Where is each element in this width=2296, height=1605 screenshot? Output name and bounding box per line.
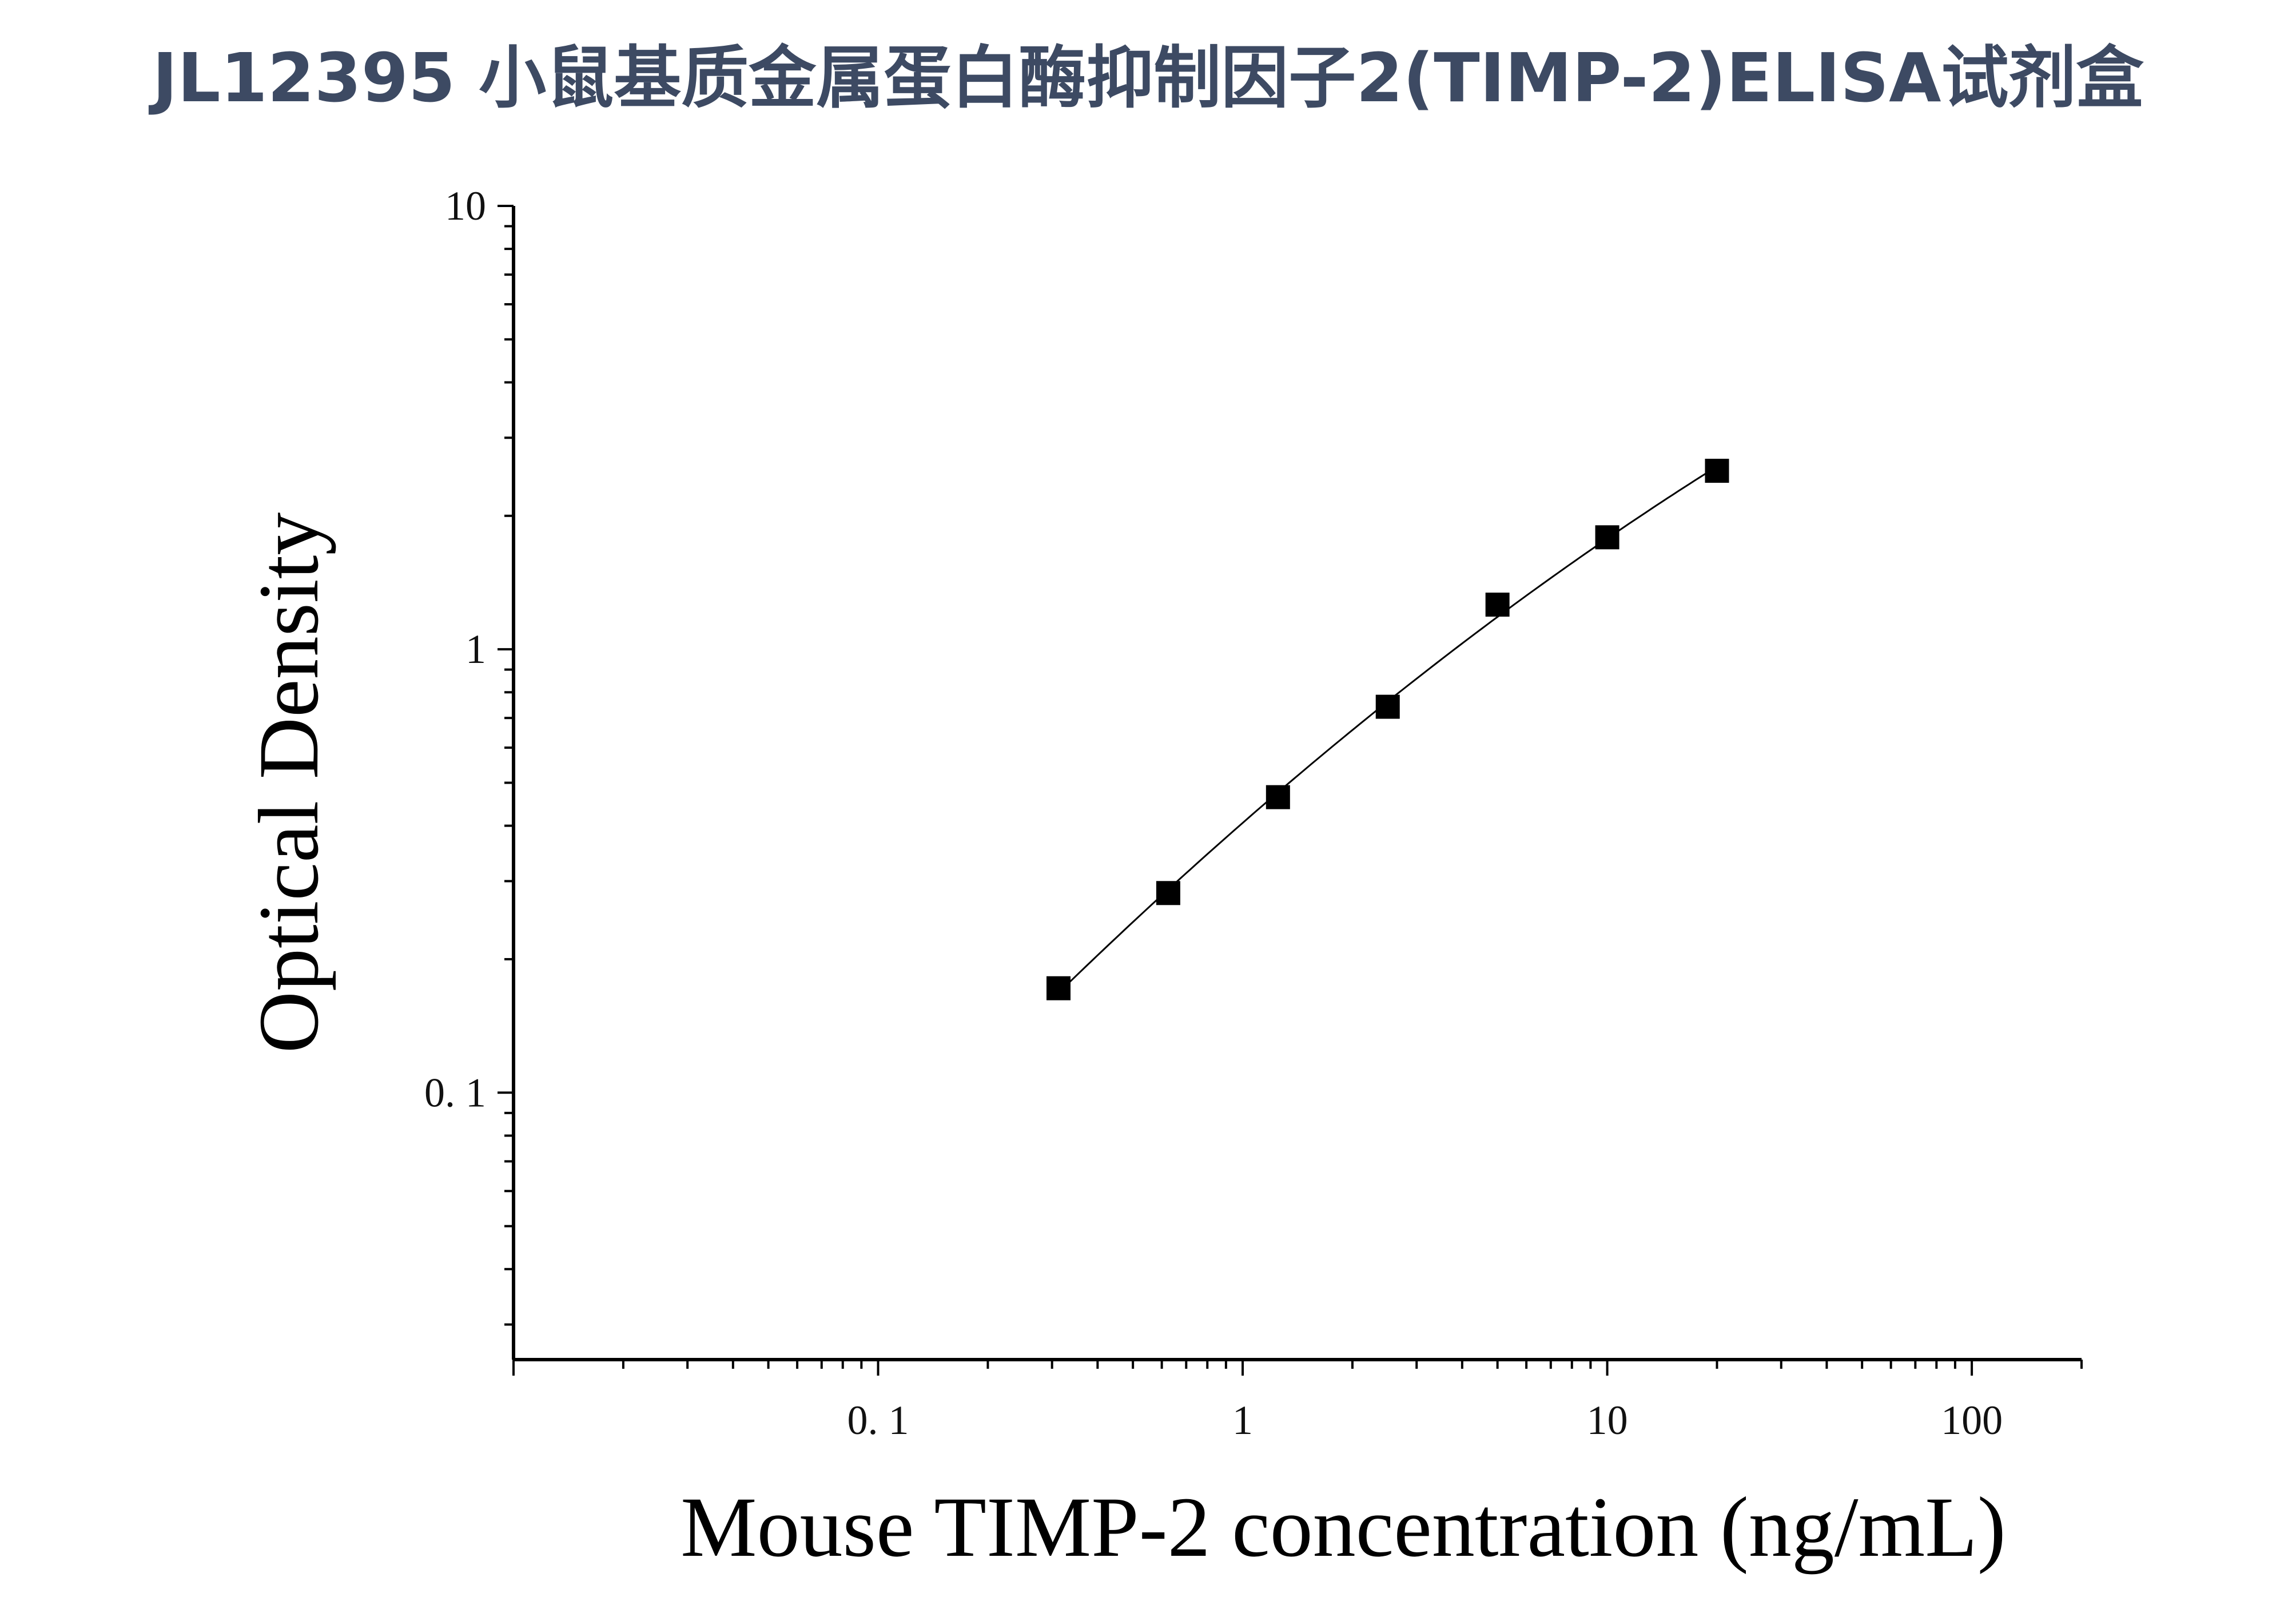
y-tick-label: 0. 1 [424, 1070, 486, 1115]
data-point [1375, 694, 1400, 719]
page-title: JL12395 小鼠基质金属蛋白酶抑制因子2(TIMP-2)ELISA试剂盒 [152, 38, 2144, 117]
x-axis-title: Mouse TIMP-2 concentration (ng/mL) [681, 1480, 2006, 1575]
y-tick-labels: 0. 1 1 10 [424, 183, 486, 1115]
y-axis-title: Optical Density [241, 513, 336, 1054]
axes [512, 206, 2082, 1361]
data-point [1705, 459, 1729, 483]
data-points [1046, 459, 1729, 1000]
x-tick-labels: 0. 1 1 10 100 [847, 1397, 2003, 1443]
x-tick-label: 10 [1587, 1397, 1628, 1443]
x-tick-label: 100 [1941, 1397, 2003, 1443]
x-tick-label: 0. 1 [847, 1397, 909, 1443]
data-point [1266, 785, 1290, 809]
y-tick-label: 10 [445, 183, 486, 229]
data-point [1485, 593, 1510, 617]
x-tick-label: 1 [1232, 1397, 1253, 1443]
data-point [1595, 525, 1619, 550]
minor-ticks [498, 205, 2083, 1376]
data-point [1156, 881, 1180, 905]
y-tick-label: 1 [465, 626, 486, 672]
data-point [1046, 976, 1071, 1000]
